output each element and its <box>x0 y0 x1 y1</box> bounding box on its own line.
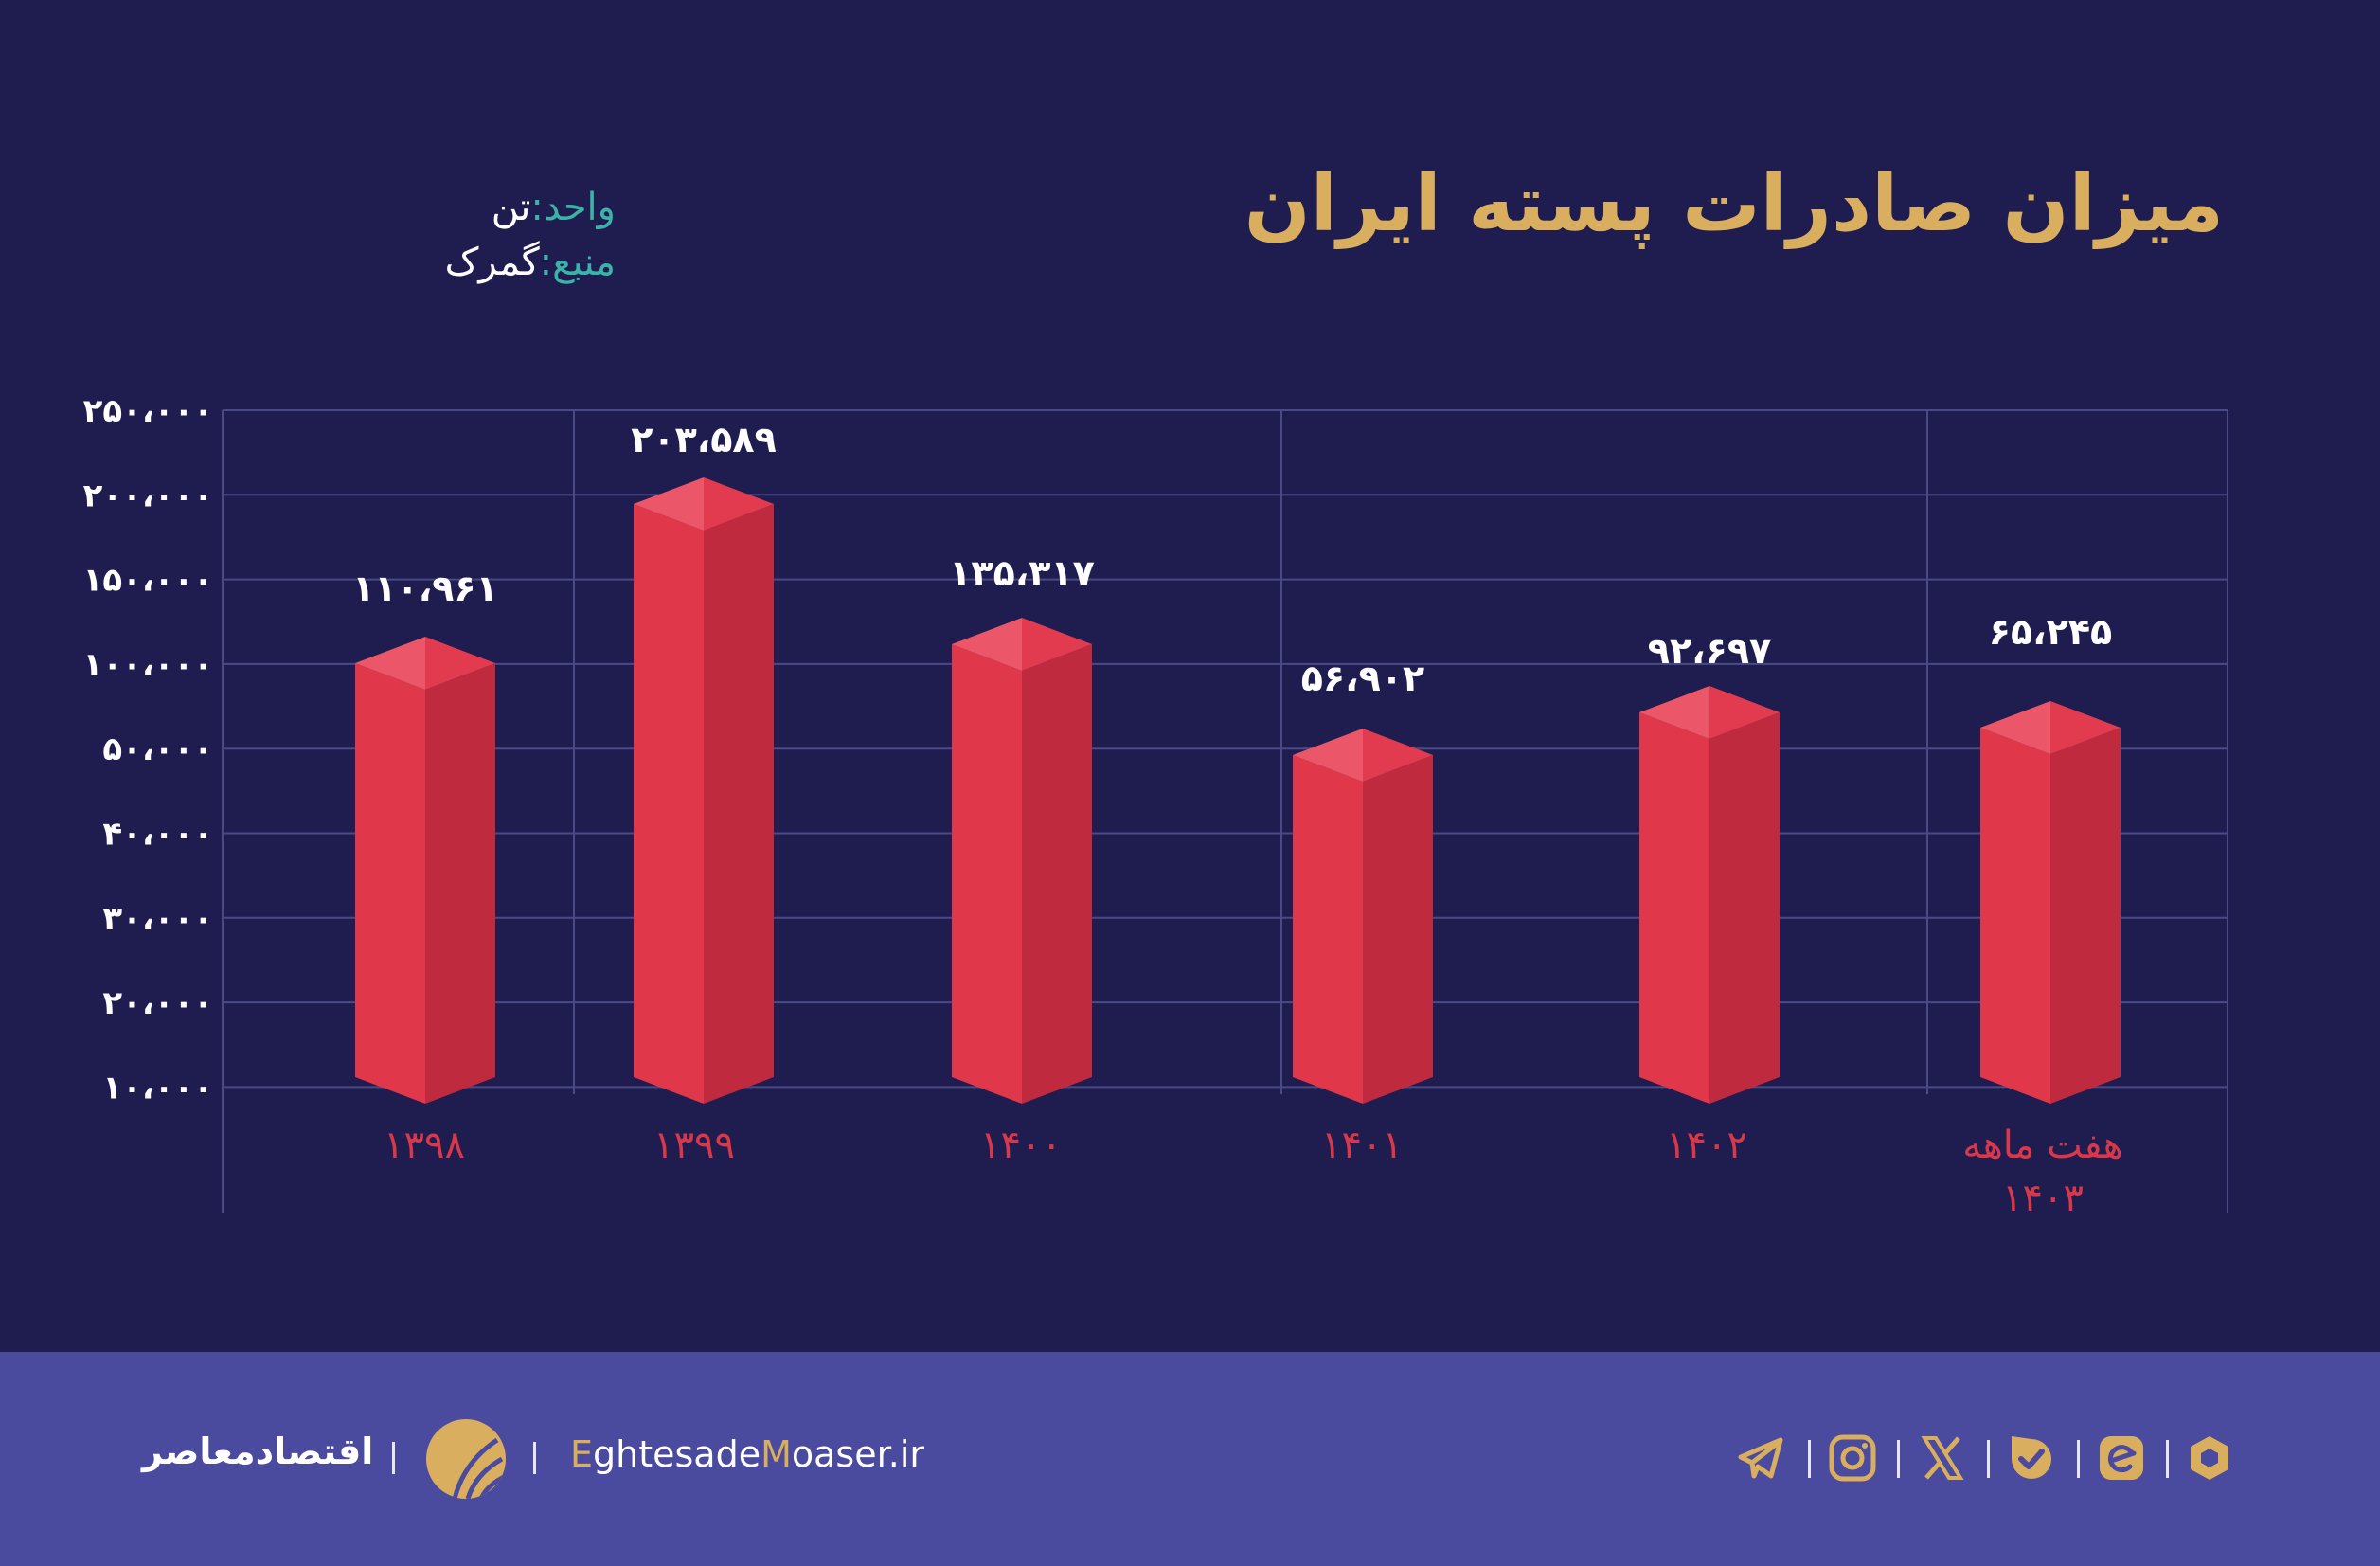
y-tick-label: ۲۵۰،۰۰۰ <box>83 392 213 430</box>
social-divider <box>2166 1440 2169 1478</box>
y-tick-label: ۵۰،۰۰۰ <box>102 730 213 768</box>
x-category-label: ۱۴۰۱ <box>1321 1124 1403 1167</box>
social-divider <box>1987 1440 1990 1478</box>
bar-value-label: ۶۵،۲۴۵ <box>1989 611 2112 653</box>
bar-value-label: ۱۳۵،۳۱۷ <box>949 552 1095 594</box>
telegram-icon[interactable] <box>1735 1432 1786 1484</box>
source-line: منبع:گمرک <box>407 235 616 290</box>
bar-value-label: ۱۱۰،۹۶۱ <box>352 567 498 609</box>
instagram-icon[interactable] <box>1827 1432 1878 1484</box>
y-tick-label: ۳۰،۰۰۰ <box>102 900 213 938</box>
x-category-label: ۱۳۹۸ <box>384 1124 465 1167</box>
bars: ۱۱۰،۹۶۱ ۲۰۳،۵۸۹ ۱۳۵،۳۱۷ ۵۶،۹۰۲ ۹۲،۶۹۷ ۶۵،۲۴۵ <box>352 419 2121 1104</box>
bar-value-label: ۹۲،۶۹۷ <box>1648 630 1771 672</box>
y-tick-label: ۴۰،۰۰۰ <box>102 816 213 854</box>
x-category-label: هفت ماهه <box>1962 1124 2122 1167</box>
bar: ۵۶،۹۰۲ <box>1293 657 1433 1104</box>
chart-title: میزان صادرات پسته ایران <box>1244 159 2225 249</box>
chart-grid <box>222 409 2228 1213</box>
bar: ۱۱۰،۹۶۱ <box>352 567 498 1104</box>
website-link[interactable]: EghtesadeMoaser.ir <box>570 1433 924 1475</box>
social-divider <box>1897 1440 1900 1478</box>
bar-value-label: ۲۰۳،۵۸۹ <box>631 419 777 460</box>
bar: ۶۵،۲۴۵ <box>1980 611 2121 1104</box>
bar: ۹۲،۶۹۷ <box>1639 630 1780 1104</box>
x-category-label: ۱۴۰۳ <box>2002 1177 2084 1220</box>
y-tick-label: ۱۵۰،۰۰۰ <box>83 562 213 600</box>
url-part1: ghtesade <box>593 1433 761 1475</box>
footer-divider <box>533 1442 536 1474</box>
eitaa-icon[interactable] <box>2096 1432 2147 1484</box>
y-tick-label: ۱۰،۰۰۰ <box>102 1069 213 1107</box>
social-divider <box>1808 1440 1811 1478</box>
y-axis: ۲۵۰،۰۰۰ ۲۰۰،۰۰۰ ۱۵۰،۰۰۰ ۱۰۰،۰۰۰ ۵۰،۰۰۰ ۴۰،۰۰۰… <box>83 392 213 1107</box>
x-category-label: ۱۳۹۹ <box>653 1124 735 1167</box>
y-tick-label: ۲۰۰،۰۰۰ <box>83 477 213 514</box>
url-initial-e: E <box>570 1433 594 1475</box>
y-tick-label: ۲۰،۰۰۰ <box>102 984 213 1022</box>
bar-value-label: ۵۶،۹۰۲ <box>1301 657 1424 699</box>
bar-chart: ۲۵۰،۰۰۰ ۲۰۰،۰۰۰ ۱۵۰،۰۰۰ ۱۰۰،۰۰۰ ۵۰،۰۰۰ ۴۰،۰۰۰… <box>83 392 2228 1220</box>
bar: ۱۳۵،۳۱۷ <box>949 552 1095 1104</box>
x-axis: ۱۳۹۸ ۱۳۹۹ ۱۴۰۰ ۱۴۰۱ ۱۴۰۲ هفت ماهه ۱۴۰۳ <box>384 1124 2123 1220</box>
footer-divider <box>392 1442 395 1474</box>
source-value: گمرک <box>444 241 540 284</box>
url-initial-m: M <box>761 1433 792 1475</box>
bar: ۲۰۳،۵۸۹ <box>631 419 777 1104</box>
social-divider <box>2077 1440 2080 1478</box>
bale-icon[interactable] <box>2006 1432 2057 1484</box>
footer <box>0 1352 2380 1566</box>
brand-name-fa: اقتصادمعاصر <box>142 1431 374 1472</box>
unit-label: واحد: <box>530 186 616 229</box>
url-part2: oaser.ir <box>791 1433 924 1475</box>
y-tick-label: ۱۰۰،۰۰۰ <box>83 646 213 684</box>
x-icon[interactable] <box>1917 1432 1968 1484</box>
unit-value: تن <box>491 186 531 229</box>
rubika-icon[interactable] <box>2184 1432 2235 1484</box>
x-category-label: ۱۴۰۲ <box>1666 1124 1747 1167</box>
source-label: منبع: <box>539 241 616 284</box>
brand-logo-icon[interactable] <box>426 1419 506 1499</box>
unit-line: واحد:تن <box>407 180 616 235</box>
x-category-label: ۱۴۰۰ <box>980 1124 1062 1167</box>
chart-meta: واحد:تن منبع:گمرک <box>407 180 616 290</box>
